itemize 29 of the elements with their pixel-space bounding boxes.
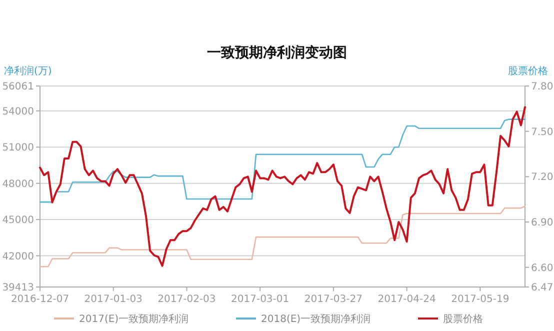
x-tick-label: 2016-12-07 [10,294,70,305]
line-series [39,106,526,267]
chart-title: 一致预期净利润变动图 [207,44,347,61]
y2-tick-label: 6.90 [531,218,554,229]
y-tick-label: 48000 [2,178,34,190]
y2-tick-label: 7.20 [531,172,554,184]
y2-tick-label: 7.50 [531,126,554,138]
x-tick-label: 2017-01-03 [84,294,142,305]
line-series [39,206,526,268]
y2-axis-title: 股票价格 [508,65,548,77]
x-tick-label: 2017-02-03 [158,294,216,305]
y-tick-label: 54000 [2,106,34,118]
y-tick-label: 56061 [2,82,34,92]
x-tick-label: 2017-03-01 [231,294,290,305]
line-series [39,118,526,203]
x-tick-label: 2017-04-24 [378,294,436,305]
y2-tick-label: 6.47 [531,282,554,294]
y-tick-label: 42000 [2,251,34,262]
legend-label: 2017(E)一致预期净利润 [79,313,189,325]
y-tick-label: 39413 [2,282,34,294]
y-tick-label: 45000 [2,215,34,226]
y2-tick-label: 6.60 [531,262,554,274]
y-tick-label: 51000 [2,142,34,154]
y2-tick-label: 7.80 [531,82,554,92]
legend-label: 2018(E)一致预期净利润 [261,313,371,325]
y-axis-title: 净利润(万) [4,65,52,77]
x-tick-label: 2017-03-27 [304,294,363,305]
x-tick-label: 2017-05-19 [451,294,510,305]
legend-label: 股票价格 [443,313,483,325]
